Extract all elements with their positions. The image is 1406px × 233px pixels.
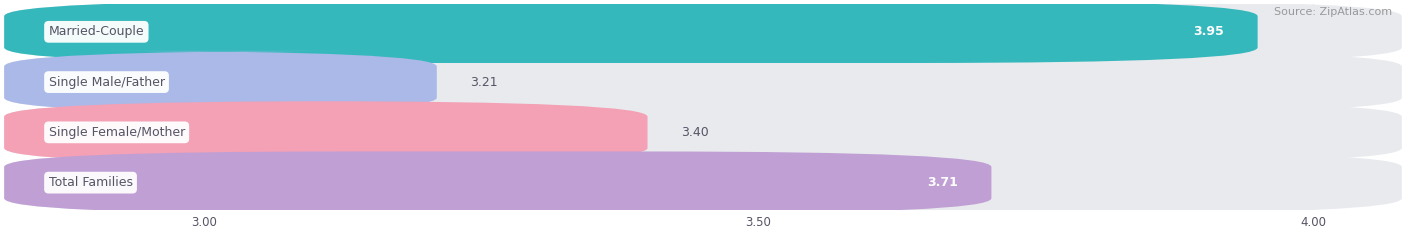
Text: 3.21: 3.21 — [470, 75, 498, 89]
Text: 3.71: 3.71 — [927, 176, 957, 189]
Text: Married-Couple: Married-Couple — [49, 25, 145, 38]
FancyBboxPatch shape — [4, 51, 437, 113]
FancyBboxPatch shape — [4, 1, 1402, 63]
Text: 3.40: 3.40 — [681, 126, 709, 139]
FancyBboxPatch shape — [4, 151, 991, 214]
FancyBboxPatch shape — [4, 101, 1402, 164]
FancyBboxPatch shape — [4, 1, 1257, 63]
FancyBboxPatch shape — [4, 151, 1402, 214]
Text: 3.95: 3.95 — [1194, 25, 1225, 38]
Text: Single Female/Mother: Single Female/Mother — [49, 126, 184, 139]
FancyBboxPatch shape — [4, 101, 648, 164]
Text: Single Male/Father: Single Male/Father — [49, 75, 165, 89]
Text: Total Families: Total Families — [49, 176, 132, 189]
Text: Source: ZipAtlas.com: Source: ZipAtlas.com — [1274, 7, 1392, 17]
FancyBboxPatch shape — [4, 51, 1402, 113]
